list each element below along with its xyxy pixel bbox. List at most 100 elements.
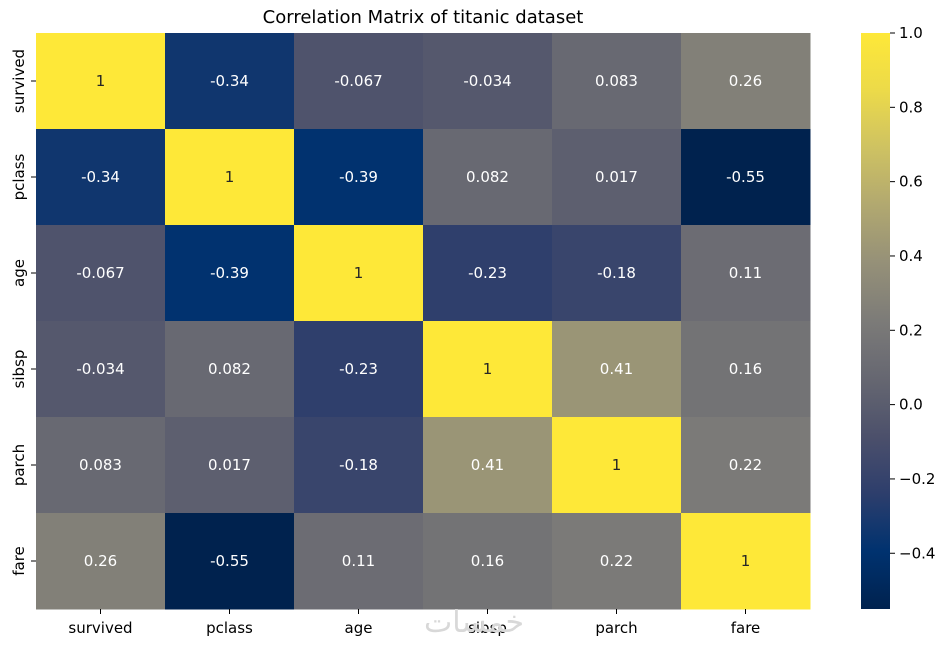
colorbar-tick-label: 0.0 bbox=[899, 396, 923, 414]
heatmap-cell bbox=[552, 513, 682, 610]
y-tick-label: age bbox=[10, 259, 28, 287]
colorbar-tick-label: 1.0 bbox=[899, 24, 923, 42]
x-tick-label: fare bbox=[731, 619, 761, 637]
x-tick-label: sibsp bbox=[468, 619, 507, 637]
heatmap-cell bbox=[552, 33, 682, 130]
cell-annotation: 1 bbox=[96, 72, 106, 90]
chart-title: Correlation Matrix of titanic dataset bbox=[263, 7, 584, 28]
cell-annotation: 1 bbox=[354, 264, 364, 282]
watermark-text: خمسات bbox=[424, 605, 524, 640]
cell-annotation: 0.16 bbox=[471, 552, 504, 570]
x-tick-label: age bbox=[345, 619, 373, 637]
heatmap-cell bbox=[681, 225, 811, 322]
cell-annotation: -0.55 bbox=[210, 552, 249, 570]
cell-annotation: 1 bbox=[225, 168, 235, 186]
heatmap-cell bbox=[165, 225, 295, 322]
heatmap-cell bbox=[423, 129, 553, 226]
heatmap-cell bbox=[294, 129, 424, 226]
cell-annotation: -0.067 bbox=[76, 264, 124, 282]
y-tick-label: pclass bbox=[10, 153, 28, 200]
heatmap-cell bbox=[165, 321, 295, 418]
heatmap-cell bbox=[294, 417, 424, 514]
heatmap-cell bbox=[681, 33, 811, 130]
colorbar-tick-label: −0.4 bbox=[899, 544, 935, 562]
heatmap-cell bbox=[423, 321, 553, 418]
heatmap-cell bbox=[36, 513, 166, 610]
cell-annotation: 0.16 bbox=[729, 360, 762, 378]
colorbar-tick-label: 0.8 bbox=[899, 98, 923, 116]
cell-annotation: -0.23 bbox=[468, 264, 507, 282]
heatmap-cell bbox=[165, 33, 295, 130]
x-axis: survived pclass age sibsp parch fare bbox=[68, 609, 760, 637]
y-tick-label: fare bbox=[10, 546, 28, 576]
cell-annotation: 0.41 bbox=[471, 456, 504, 474]
heatmap-cell bbox=[36, 225, 166, 322]
heatmap-cell bbox=[294, 33, 424, 130]
heatmap-cell bbox=[552, 321, 682, 418]
cell-annotation: -0.39 bbox=[210, 264, 249, 282]
cell-annotation: 0.083 bbox=[79, 456, 122, 474]
cell-annotation: -0.55 bbox=[726, 168, 765, 186]
heatmap-cell bbox=[294, 321, 424, 418]
heatmap-cell bbox=[681, 129, 811, 226]
cell-annotation: 1 bbox=[483, 360, 493, 378]
y-tick-label: sibsp bbox=[10, 350, 28, 389]
cell-annotation: 1 bbox=[741, 552, 751, 570]
colorbar-tick-label: 0.6 bbox=[899, 173, 923, 191]
cell-annotation: -0.034 bbox=[463, 72, 511, 90]
cell-annotation: -0.23 bbox=[339, 360, 378, 378]
cell-annotation: 0.22 bbox=[729, 456, 762, 474]
heatmap-cell bbox=[165, 417, 295, 514]
cell-annotation: 0.017 bbox=[208, 456, 251, 474]
colorbar-tick-label: −0.2 bbox=[899, 470, 935, 488]
cell-annotation: 0.082 bbox=[466, 168, 509, 186]
heatmap-cell bbox=[423, 225, 553, 322]
heatmap-cell bbox=[294, 225, 424, 322]
heatmap-cell bbox=[36, 33, 166, 130]
cell-annotation: 1 bbox=[612, 456, 622, 474]
heatmap-cell bbox=[423, 513, 553, 610]
cell-annotation: -0.34 bbox=[210, 72, 249, 90]
colorbar-tick-label: 0.4 bbox=[899, 247, 923, 265]
cell-annotation: -0.18 bbox=[597, 264, 636, 282]
cell-annotation: -0.39 bbox=[339, 168, 378, 186]
cell-annotation: 0.41 bbox=[600, 360, 633, 378]
y-tick-label: survived bbox=[10, 49, 28, 113]
heatmap-cell bbox=[552, 417, 682, 514]
cell-annotation: 0.11 bbox=[729, 264, 762, 282]
heatmap-cell bbox=[423, 417, 553, 514]
heatmap-cell bbox=[36, 321, 166, 418]
x-tick-label: survived bbox=[68, 619, 132, 637]
heatmap-cell bbox=[165, 129, 295, 226]
cell-annotation: 0.082 bbox=[208, 360, 251, 378]
y-axis: survived pclass age sibsp parch fare bbox=[10, 49, 36, 576]
cell-annotation: 0.26 bbox=[84, 552, 117, 570]
cell-annotation: -0.34 bbox=[81, 168, 120, 186]
heatmap-cell bbox=[552, 129, 682, 226]
heatmap-cells: 1 -0.34 -0.067 -0.034 0.083 0.26 -0.34 1 -0.39 0.… bbox=[36, 33, 811, 610]
y-tick-label: parch bbox=[10, 444, 28, 486]
cell-annotation: -0.18 bbox=[339, 456, 378, 474]
heatmap-cell bbox=[681, 321, 811, 418]
heatmap-cell bbox=[552, 225, 682, 322]
cell-annotation: 0.22 bbox=[600, 552, 633, 570]
cell-annotation: 0.26 bbox=[729, 72, 762, 90]
cell-annotation: -0.034 bbox=[76, 360, 124, 378]
cell-annotation: -0.067 bbox=[334, 72, 382, 90]
cell-annotation: 0.017 bbox=[595, 168, 638, 186]
heatmap-cell bbox=[36, 129, 166, 226]
heatmap-cell bbox=[294, 513, 424, 610]
x-tick-label: parch bbox=[595, 619, 637, 637]
heatmap-cell bbox=[36, 417, 166, 514]
x-tick-label: pclass bbox=[206, 619, 253, 637]
colorbar-axis: 1.0 0.8 0.6 0.4 0.2 0.0 −0.2 −0.4 bbox=[890, 24, 935, 562]
heatmap-cell bbox=[423, 33, 553, 130]
heatmap-cell bbox=[681, 417, 811, 514]
heatmap-cell bbox=[681, 513, 811, 610]
cell-annotation: 0.083 bbox=[595, 72, 638, 90]
colorbar-tick-label: 0.2 bbox=[899, 321, 923, 339]
heatmap-cell bbox=[165, 513, 295, 610]
cell-annotation: 0.11 bbox=[342, 552, 375, 570]
colorbar bbox=[861, 33, 890, 609]
